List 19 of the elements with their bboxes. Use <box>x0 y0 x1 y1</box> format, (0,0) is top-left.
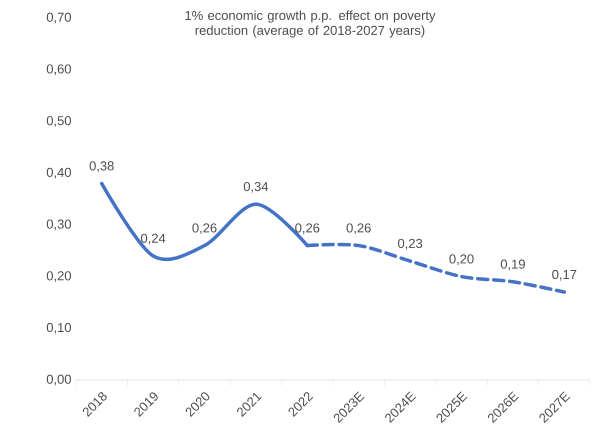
chart-title: 1% economic growth p.p. effect on poverty reduction (average of 2018-2027 years) <box>185 10 436 38</box>
data-label: 0,19 <box>500 260 525 270</box>
y-tick-label: 0,00 <box>46 374 71 386</box>
y-tick-label: 0,70 <box>46 12 71 24</box>
data-label: 0,17 <box>552 270 576 281</box>
data-label: 0,38 <box>90 161 114 172</box>
y-tick-label: 0,60 <box>46 64 71 76</box>
data-label: 0,24 <box>141 234 166 244</box>
data-label: 0,20 <box>449 254 474 266</box>
y-tick-label: 0,40 <box>46 168 71 178</box>
y-tick-label: 0,50 <box>46 116 71 127</box>
data-label: 0,26 <box>346 223 371 234</box>
y-tick-label: 0,20 <box>46 271 71 282</box>
data-label: 0,26 <box>192 223 217 234</box>
data-label: 0,23 <box>398 238 422 250</box>
data-label: 0,34 <box>244 182 268 193</box>
y-tick-label: 0,30 <box>46 220 71 230</box>
data-label: 0,26 <box>295 223 320 234</box>
y-tick-label: 0,10 <box>46 322 71 334</box>
